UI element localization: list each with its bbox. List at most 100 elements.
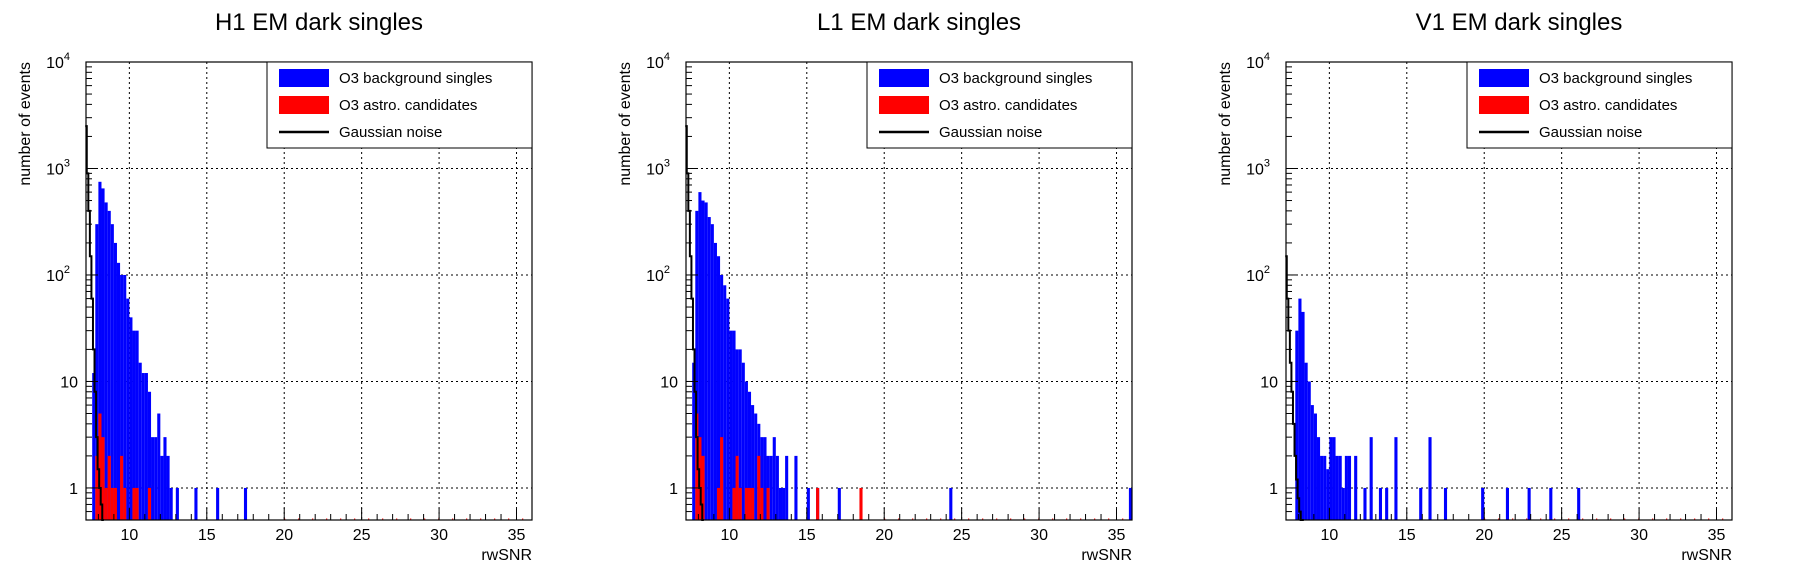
- astro-bar-13: [766, 487, 770, 520]
- legend-swatch-astro: [1479, 96, 1529, 114]
- background-bar-4: [1307, 381, 1311, 520]
- x-tick-label: 30: [1030, 527, 1048, 544]
- x-tick-label: 20: [875, 527, 893, 544]
- background-bar-0: [92, 373, 96, 520]
- y-tick-exponent: 3: [664, 157, 670, 169]
- background-bar-9: [120, 274, 124, 520]
- background-bar-18: [747, 391, 752, 520]
- x-tick-label: 30: [1630, 527, 1648, 544]
- background-bar-28: [1505, 487, 1509, 520]
- astro-bar-1: [98, 413, 102, 520]
- background-bar-14: [135, 330, 139, 520]
- background-bar-10: [1326, 469, 1330, 520]
- y-tick-base: 10: [1246, 268, 1264, 285]
- background-bar-11: [726, 298, 730, 520]
- background-bar-22: [1385, 487, 1389, 520]
- background-bar-4: [104, 202, 108, 520]
- background-bar-23: [763, 437, 767, 520]
- background-bar-23: [163, 437, 167, 520]
- x-tick-label: 15: [198, 527, 216, 544]
- x-tick-label: 35: [508, 527, 526, 544]
- background-bar-13: [1335, 455, 1339, 520]
- astro-bar-5: [110, 487, 114, 520]
- y-tick-label: 1: [669, 481, 678, 498]
- background-bar-12: [129, 317, 133, 520]
- background-bar-5: [707, 217, 711, 520]
- y-axis-label: number of events: [17, 62, 34, 186]
- legend-swatch-astro: [279, 96, 329, 114]
- background-bar-3: [1304, 362, 1308, 520]
- background-bar-7: [713, 242, 717, 520]
- background-bar-0: [692, 362, 696, 520]
- gaussian-noise-line: [85, 125, 104, 521]
- chart-title: L1 EM dark singles: [817, 9, 1021, 36]
- y-tick-exponent: 3: [64, 157, 70, 169]
- x-tick-label: 25: [1553, 527, 1571, 544]
- astro-bar-3: [104, 487, 108, 520]
- x-tick-label: 20: [1475, 527, 1493, 544]
- x-tick-label: 25: [953, 527, 971, 544]
- legend-entry: O3 background singles: [1539, 70, 1692, 87]
- background-bar-5: [107, 210, 111, 520]
- y-tick-exponent: 3: [1264, 157, 1270, 169]
- astro-bar-11: [147, 487, 152, 520]
- astro-bar-2: [101, 437, 105, 520]
- astro-bar-3: [716, 487, 721, 520]
- legend-swatch-background: [1479, 69, 1529, 87]
- background-bar-20: [754, 413, 758, 520]
- background-bar-11: [126, 298, 130, 520]
- legend-entry: Gaussian noise: [1539, 124, 1642, 141]
- background-bar-15: [738, 349, 742, 520]
- background-bar-22: [760, 437, 764, 520]
- background-bar-22: [160, 455, 164, 520]
- background-bar-19: [151, 437, 155, 520]
- x-axis-label: rwSNR: [1081, 547, 1132, 564]
- astro-bar-7: [120, 455, 124, 520]
- background-bar-31: [794, 455, 798, 520]
- chart-title: H1 EM dark singles: [215, 9, 423, 36]
- astro-bar-11: [757, 455, 761, 520]
- y-tick-label: 102: [646, 264, 670, 285]
- background-bar-32: [806, 487, 810, 520]
- background-bar-20: [154, 437, 158, 520]
- background-bar-23: [1394, 437, 1398, 520]
- y-tick-base: 10: [646, 161, 664, 178]
- astro-bar-9: [132, 487, 136, 520]
- legend-entry: O3 astro. candidates: [339, 97, 477, 114]
- x-axis-label: rwSNR: [1681, 547, 1732, 564]
- y-axis-label: number of events: [617, 62, 634, 186]
- background-bar-18: [1354, 455, 1358, 520]
- background-bar-27: [194, 487, 198, 520]
- x-tick-label: 35: [1108, 527, 1126, 544]
- y-tick-base: 1: [1269, 481, 1278, 498]
- y-tick-label: 10: [60, 374, 78, 391]
- background-bar-13: [732, 330, 736, 520]
- background-bar-35: [949, 487, 953, 520]
- y-tick-exponent: 2: [1264, 264, 1270, 276]
- background-bar-6: [710, 224, 714, 520]
- y-tick-label: 102: [46, 264, 70, 285]
- background-bar-1: [95, 224, 99, 520]
- background-bar-34: [837, 487, 841, 520]
- background-bar-26: [1443, 487, 1448, 520]
- background-bar-17: [744, 381, 748, 520]
- y-axis-label: number of events: [1217, 62, 1234, 186]
- astro-bar-5: [732, 487, 736, 520]
- y-tick-base: 1: [69, 481, 78, 498]
- background-bar-29: [782, 487, 786, 520]
- y-tick-label: 104: [646, 51, 670, 72]
- background-bar-14: [735, 349, 739, 520]
- y-tick-base: 10: [1246, 161, 1264, 178]
- y-tick-base: 10: [46, 55, 64, 72]
- background-bar-25: [769, 455, 773, 520]
- astro-bar-2: [701, 455, 705, 520]
- background-bar-12: [1332, 437, 1336, 520]
- y-tick-base: 10: [1260, 374, 1278, 391]
- astro-bar-6: [735, 455, 739, 520]
- astro-bar-8: [123, 487, 127, 520]
- background-bar-17: [1347, 455, 1352, 520]
- background-bar-8: [1320, 455, 1324, 520]
- y-tick-label: 103: [46, 157, 70, 178]
- background-bar-2: [698, 192, 702, 521]
